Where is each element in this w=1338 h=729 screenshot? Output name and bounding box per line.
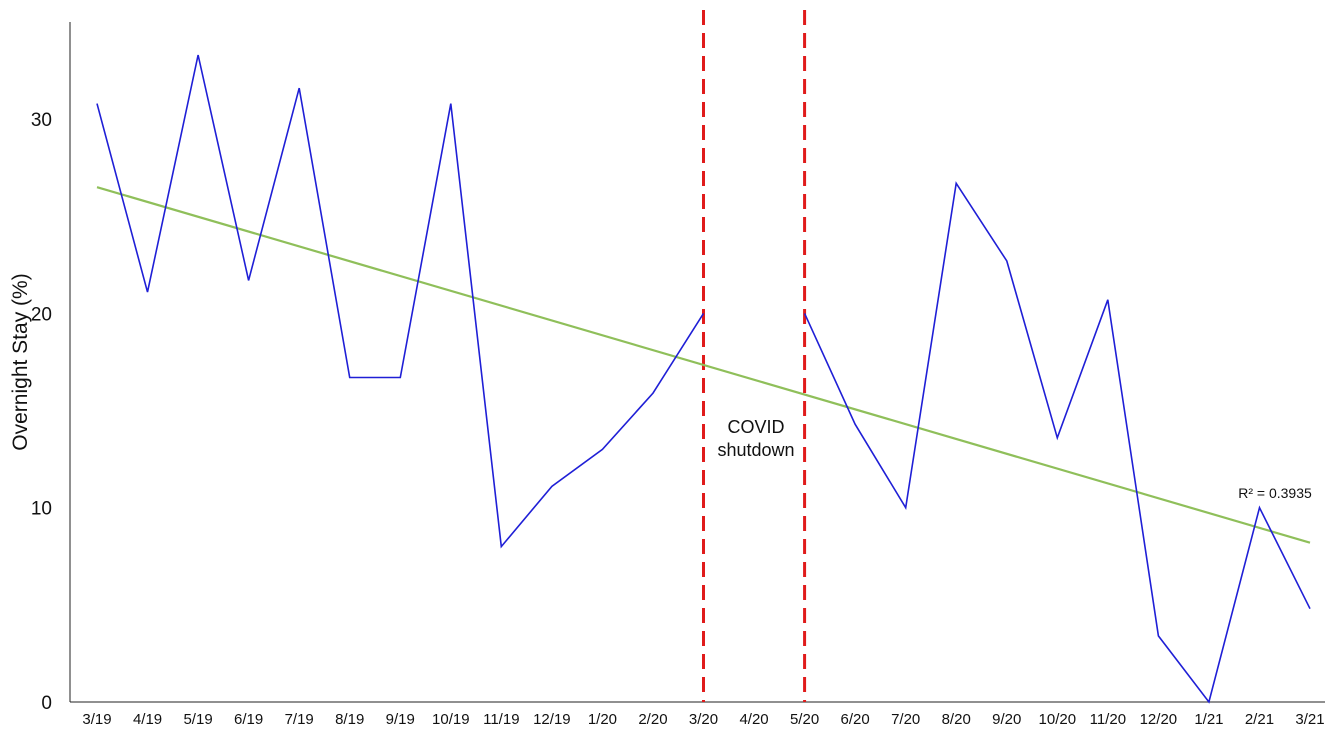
r-squared-label: R² = 0.3935 — [1238, 485, 1312, 501]
x-tick-label: 3/19 — [82, 711, 111, 728]
y-tick-label: 20 — [31, 304, 52, 325]
x-tick-label: 4/19 — [133, 711, 162, 728]
x-tick-label: 11/20 — [1090, 711, 1126, 728]
x-tick-label: 10/20 — [1039, 711, 1077, 728]
shutdown-label-line1: COVID — [727, 417, 784, 437]
y-ticks: 0 10 20 30 — [31, 110, 52, 714]
x-tick-label: 6/20 — [841, 711, 870, 728]
x-tick-label: 1/20 — [588, 711, 617, 728]
y-axis-title: Overnight Stay (%) — [9, 273, 32, 450]
x-tick-label: 9/20 — [992, 711, 1021, 728]
y-tick-label: 10 — [31, 499, 52, 520]
shutdown-label-line2: shutdown — [717, 440, 794, 460]
x-tick-label: 5/20 — [790, 711, 819, 728]
x-tick-label: 6/19 — [234, 711, 263, 728]
x-tick-label: 2/21 — [1245, 711, 1274, 728]
x-tick-label: 1/21 — [1194, 711, 1223, 728]
x-tick-label: 9/19 — [386, 711, 415, 728]
x-tick-label: 4/20 — [739, 711, 768, 728]
shutdown-markers — [702, 10, 807, 702]
x-tick-label: 3/20 — [689, 711, 718, 728]
x-tick-label: 7/19 — [285, 711, 314, 728]
y-tick-label: 30 — [31, 110, 52, 131]
x-tick-label: 8/20 — [942, 711, 971, 728]
x-tick-label: 11/19 — [483, 711, 519, 728]
shutdown-annotation: COVID shutdown — [717, 417, 794, 460]
x-tick-label: 5/19 — [183, 711, 212, 728]
x-tick-label: 2/20 — [638, 711, 667, 728]
x-tick-label: 12/19 — [533, 711, 571, 728]
x-tick-label: 10/19 — [432, 711, 470, 728]
series-line — [803, 181, 1311, 704]
trendline — [96, 186, 1311, 544]
x-ticks: 3/19 4/19 5/19 6/19 7/19 8/19 9/19 10/19 11/19 12… — [82, 711, 1324, 728]
x-tick-label: 3/21 — [1295, 711, 1324, 728]
x-tick-label: 12/20 — [1140, 711, 1178, 728]
x-tick-label: 7/20 — [891, 711, 920, 728]
series-line — [96, 54, 705, 549]
series-lines — [96, 54, 1311, 704]
x-tick-label: 8/19 — [335, 711, 364, 728]
trendline-line — [96, 186, 1311, 544]
axes — [69, 22, 1325, 703]
y-tick-label: 0 — [41, 693, 52, 714]
